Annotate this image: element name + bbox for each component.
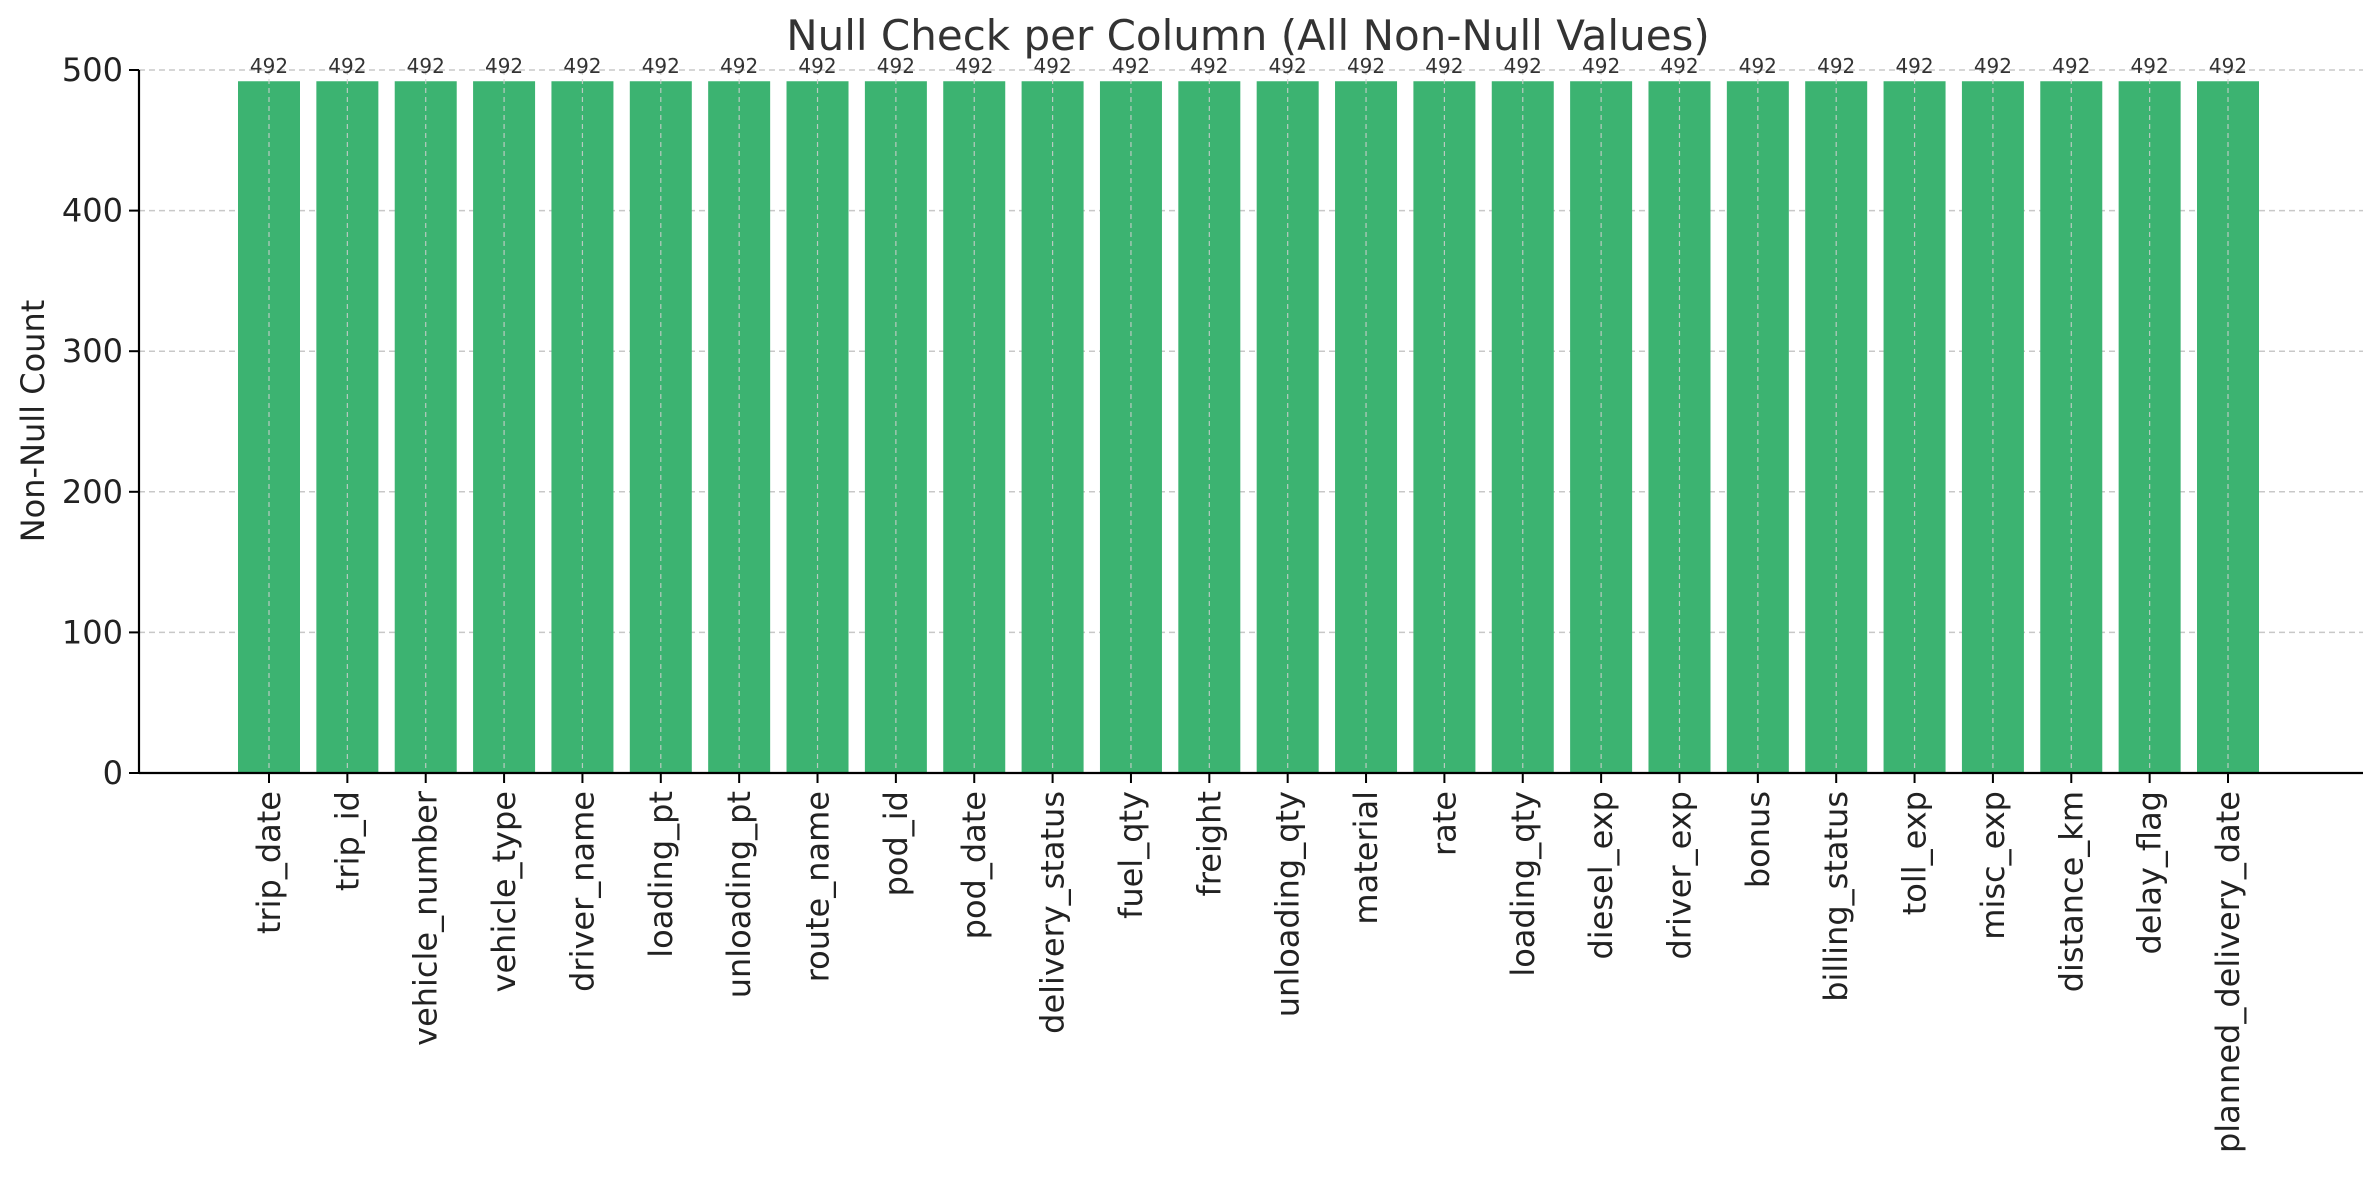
data-label: 492 (1425, 54, 1463, 78)
bar-trip-date (238, 81, 300, 774)
data-label: 492 (1269, 54, 1307, 78)
bar-rate (1413, 81, 1476, 774)
y-tick-label: 200 (62, 473, 123, 511)
chart-title: Null Check per Column (All Non-Null Valu… (786, 11, 1710, 60)
grid-layer (139, 69, 2363, 774)
data-label: 492 (877, 54, 915, 78)
data-label: 492 (2131, 54, 2169, 78)
vertical-grid-layer (268, 70, 2229, 773)
bar-fuel-qty (1099, 81, 1162, 774)
x-tick-label: fuel_qty (1112, 791, 1150, 919)
data-label: 492 (1817, 54, 1855, 78)
x-tick-label: loading_pt (642, 791, 680, 958)
data-label: 492 (1190, 54, 1228, 78)
bar-material (1335, 81, 1398, 774)
data-label: 492 (1347, 54, 1385, 78)
bar-planned-delivery-date (2197, 81, 2259, 774)
bar-delivery-status (1021, 81, 1084, 774)
bar-misc-exp (1961, 81, 2024, 774)
bar-unloading-pt (708, 81, 771, 774)
y-tick-label: 500 (62, 51, 123, 89)
data-label: 492 (485, 54, 523, 78)
x-tick-label: loading_qty (1504, 791, 1542, 977)
data-label: 492 (1504, 54, 1542, 78)
data-label: 492 (1034, 54, 1072, 78)
y-axis-label: Non-Null Count (14, 300, 52, 543)
x-tick-label: vehicle_type (485, 791, 523, 992)
x-tick-label: delivery_status (1034, 791, 1072, 1034)
x-tick-label: driver_exp (1660, 791, 1698, 960)
bars-layer (238, 81, 2259, 774)
x-tick-labels-layer: trip_date trip_id vehicle_number vehicle_ty… (250, 790, 2247, 1153)
bar-vehicle-type (473, 81, 536, 774)
data-label: 492 (642, 54, 680, 78)
y-tick-label: 100 (62, 613, 123, 651)
bar-loading-qty (1491, 81, 1554, 774)
x-tick-label: pod_id (877, 791, 915, 896)
bar-pod-date (943, 81, 1006, 774)
bar-driver-exp (1648, 81, 1711, 774)
x-tick-label: rate (1425, 791, 1463, 856)
bar-trip-id (316, 81, 379, 774)
x-tick-label: bonus (1739, 791, 1777, 888)
x-tick-label: pod_date (955, 791, 993, 939)
bar-unloading-qty (1256, 81, 1319, 774)
bar-diesel-exp (1570, 81, 1633, 774)
bar-loading-pt (629, 81, 692, 774)
data-label: 492 (1895, 54, 1933, 78)
data-label: 492 (328, 54, 366, 78)
x-tick-label: billing_status (1817, 791, 1855, 1002)
y-tick-label: 0 (103, 754, 123, 792)
x-tick-label: toll_exp (1896, 791, 1934, 915)
x-tick-label: unloading_pt (720, 791, 758, 998)
data-label: 492 (720, 54, 758, 78)
data-label: 492 (563, 54, 601, 78)
data-label: 492 (955, 54, 993, 78)
bar-vehicle-number (394, 81, 457, 774)
bar-freight (1178, 81, 1241, 774)
data-label: 492 (1974, 54, 2012, 78)
bar-pod-id (864, 81, 927, 774)
data-label: 492 (1739, 54, 1777, 78)
x-tick-label: driver_name (563, 791, 601, 992)
data-label: 492 (250, 54, 288, 78)
x-tick-label: delay_flag (2131, 791, 2169, 955)
bar-distance-km (2040, 81, 2103, 774)
bar-toll-exp (1883, 81, 1946, 774)
x-tick-label: route_name (799, 791, 837, 982)
x-tick-label: misc_exp (1974, 791, 2012, 940)
data-label: 492 (407, 54, 445, 78)
data-label: 492 (2052, 54, 2090, 78)
x-tick-label: distance_km (2052, 791, 2090, 992)
x-tick-label: diesel_exp (1582, 791, 1620, 960)
y-tick-label: 400 (62, 192, 123, 230)
bar-driver-name (551, 81, 614, 774)
data-label: 492 (1660, 54, 1698, 78)
x-tick-label: freight (1190, 791, 1228, 896)
x-tick-label: vehicle_number (407, 790, 445, 1046)
x-tick-label: unloading_qty (1269, 791, 1307, 1017)
data-label: 492 (2209, 54, 2247, 78)
bar-route-name (786, 81, 849, 774)
bar-billing-status (1805, 81, 1868, 774)
data-label: 492 (1582, 54, 1620, 78)
y-tick-labels-layer: 0 100 200 300 400 500 (62, 51, 123, 792)
data-label: 492 (1112, 54, 1150, 78)
axes-layer (129, 69, 2363, 783)
x-tick-label: trip_date (250, 791, 288, 934)
y-tick-label: 300 (62, 332, 123, 370)
bar-delay-flag (2118, 81, 2181, 774)
data-label: 492 (798, 54, 836, 78)
x-tick-label: planned_delivery_date (2209, 791, 2247, 1153)
bar-bonus (1726, 81, 1789, 774)
data-labels-layer: 492 492 492 492 492 492 492 492 492 492 492 492 492 4… (250, 54, 2247, 78)
x-tick-label: trip_id (328, 791, 366, 891)
x-tick-label: material (1347, 791, 1385, 925)
